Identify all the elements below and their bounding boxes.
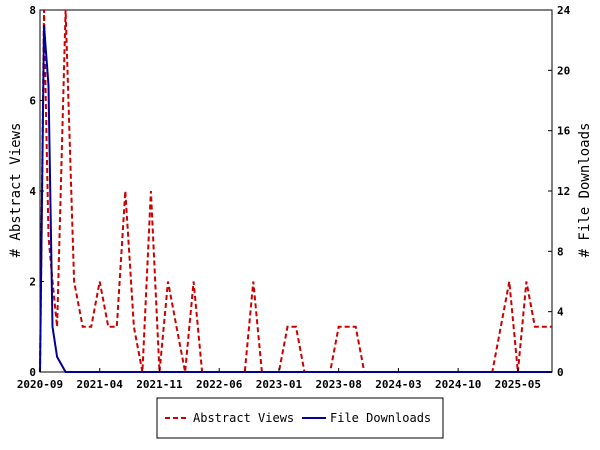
y-left-tick-label: 2 — [29, 276, 36, 289]
x-tick-label: 2023-08 — [315, 378, 361, 391]
x-tick-label: 2023-01 — [256, 378, 303, 391]
legend: Abstract Views File Downloads — [156, 397, 444, 439]
x-tick-label: 2021-11 — [136, 378, 183, 391]
y-right-tick-label: 12 — [557, 185, 570, 198]
plot-frame — [39, 9, 553, 373]
x-tick-label: 2020-09 — [17, 378, 63, 391]
y-right-tick-label: 4 — [557, 306, 564, 319]
y-right-tick-label: 24 — [557, 4, 571, 17]
y-axis-left-title: # Abstract Views — [8, 123, 24, 258]
plot-area — [39, 9, 553, 373]
y-left-tick-label: 0 — [29, 366, 36, 379]
y-left-tick-label: 6 — [29, 95, 36, 108]
x-tick-label: 2024-03 — [375, 378, 421, 391]
y-axis-right-title: # File Downloads — [577, 123, 593, 258]
y-right-tick-label: 8 — [557, 245, 564, 258]
x-tick-label: 2022-06 — [196, 378, 243, 391]
x-tick-label: 2024-10 — [435, 378, 481, 391]
x-tick-label: 2021-04 — [77, 378, 124, 391]
y-right-tick-label: 0 — [557, 366, 564, 379]
legend-box — [156, 397, 444, 439]
y-right-tick-label: 20 — [557, 64, 570, 77]
y-left-tick-label: 4 — [29, 185, 36, 198]
legend-label-abstract-views: Abstract Views — [193, 411, 294, 425]
y-right-tick-label: 16 — [557, 125, 571, 138]
y-left-tick-label: 8 — [29, 4, 36, 17]
legend-label-file-downloads: File Downloads — [330, 411, 431, 425]
x-tick-label: 2025-05 — [495, 378, 541, 391]
ticks-layer: 2020-09 2021-04 2021-11 2022-06 2023-01 2023-… — [17, 4, 571, 391]
